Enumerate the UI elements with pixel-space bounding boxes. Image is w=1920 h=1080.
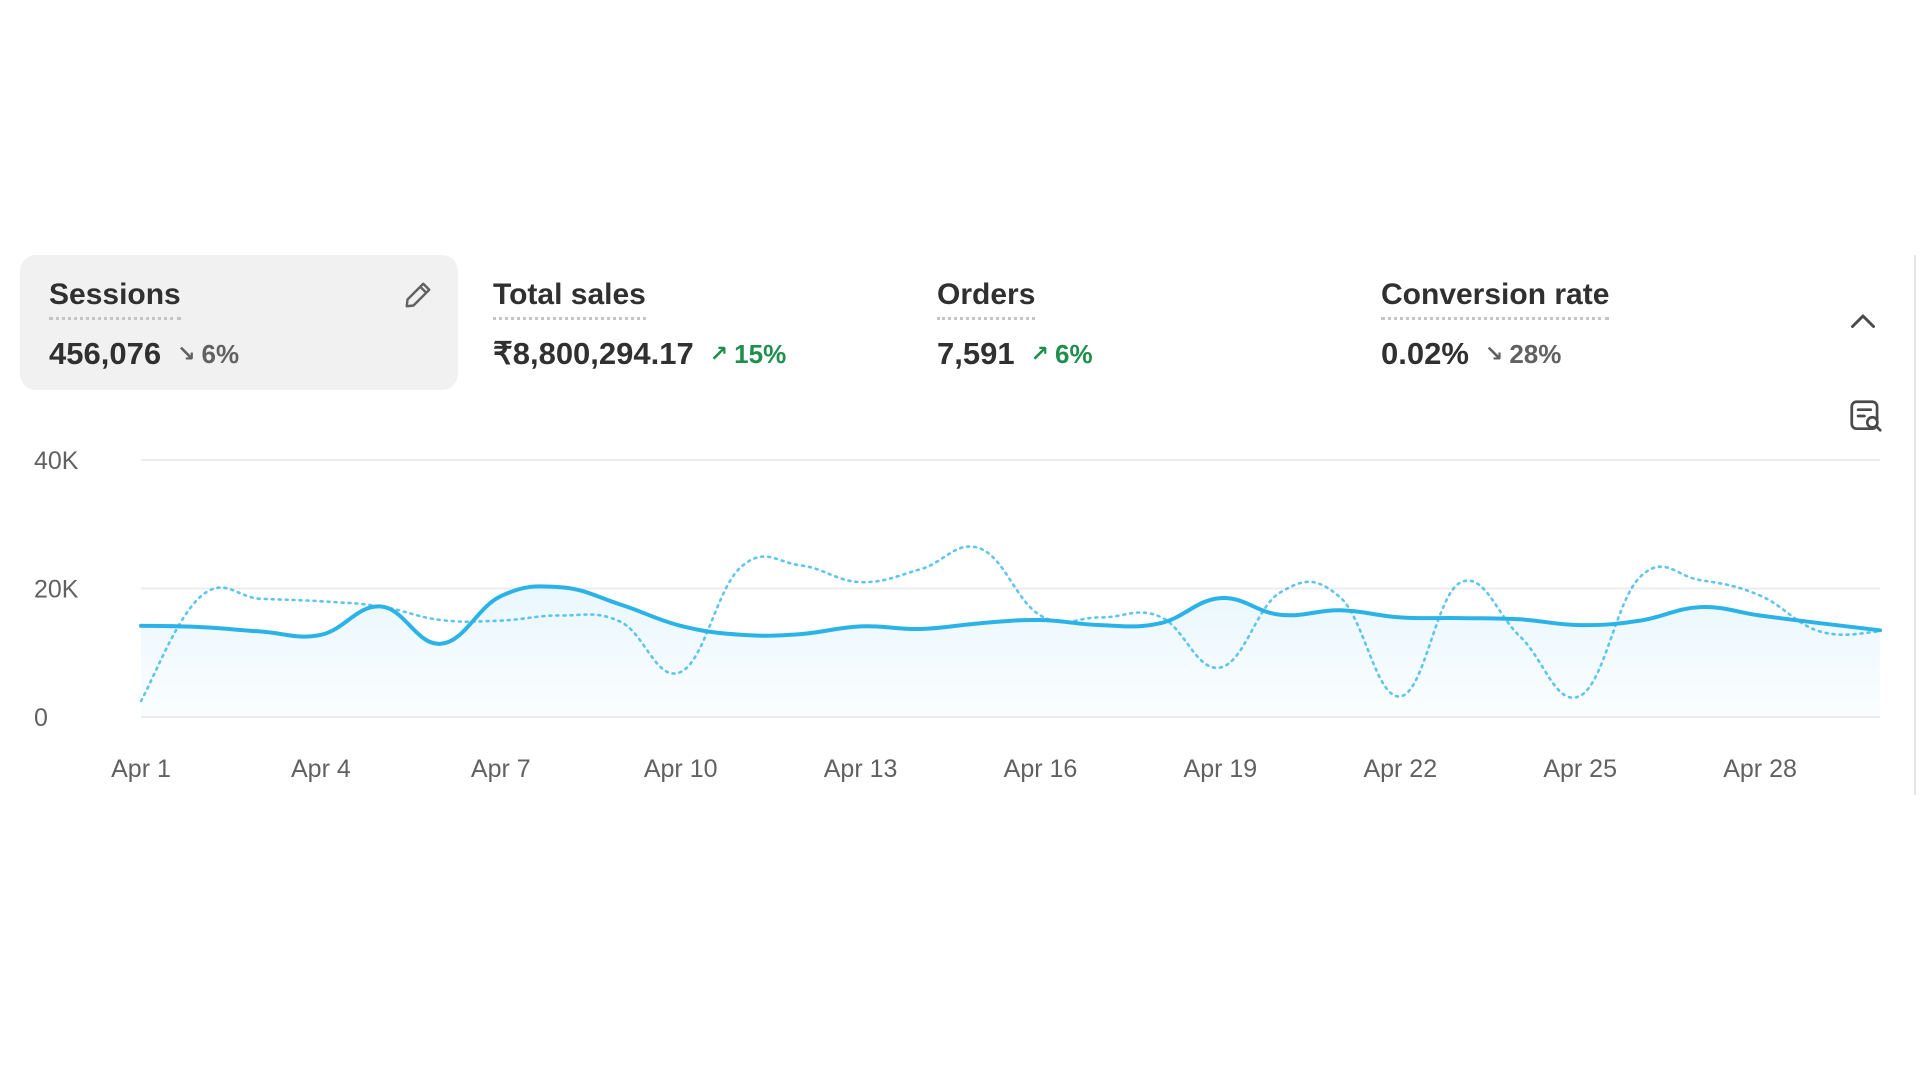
metric-change-value-orders: 6% (1055, 338, 1093, 369)
x-axis-ticks: Apr 1 Apr 4 Apr 7 Apr 10 Apr 13 Apr 16 Apr 19 A… (111, 755, 1797, 783)
metric-change-conversion-rate: ↘ 28% (1485, 339, 1561, 370)
metric-value-total-sales: ₹8,800,294.17 (493, 336, 694, 371)
x-tick-label: Apr 7 (471, 755, 531, 783)
pencil-icon[interactable] (400, 277, 436, 313)
metric-label-sessions[interactable]: Sessions (49, 277, 181, 320)
x-tick-label: Apr 22 (1363, 755, 1437, 783)
y-tick-label: 0 (34, 704, 48, 732)
x-tick-label: Apr 19 (1184, 755, 1258, 783)
x-tick-label: Apr 10 (644, 755, 718, 783)
x-tick-label: Apr 28 (1723, 755, 1797, 783)
metric-value-row-total-sales: ₹8,800,294.17 ↗ 15% (493, 336, 894, 372)
panel-edge-divider (1914, 255, 1916, 795)
metric-value-conversion-rate: 0.02% (1381, 336, 1469, 371)
y-tick-label: 40K (34, 447, 79, 475)
x-tick-label: Apr 16 (1004, 755, 1078, 783)
metric-card-conversion-rate[interactable]: Conversion rate 0.02% ↘ 28% (1352, 255, 1782, 390)
metric-change-value-conversion-rate: 28% (1509, 338, 1562, 369)
metric-card-total-sales[interactable]: Total sales ₹8,800,294.17 ↗ 15% (464, 255, 894, 390)
metric-value-row-orders: 7,591 ↗ 6% (937, 336, 1338, 372)
metric-change-value-sessions: 6% (201, 338, 240, 369)
metric-value-row-conversion-rate: 0.02% ↘ 28% (1381, 336, 1782, 372)
metric-change-sessions: ↘ 6% (177, 339, 239, 370)
metric-card-sessions[interactable]: Sessions 456,076 ↘ 6% (20, 255, 458, 390)
metric-card-orders[interactable]: Orders 7,591 ↗ 6% (908, 255, 1338, 390)
arrow-down-right-icon: ↘ (1484, 341, 1504, 367)
chevron-up-icon[interactable] (1845, 307, 1881, 337)
x-tick-label: Apr 1 (111, 755, 171, 783)
metric-change-total-sales: ↗ 15% (710, 339, 786, 370)
series-area-fill (141, 586, 1880, 717)
x-tick-label: Apr 4 (291, 755, 351, 783)
metric-label-conversion-rate[interactable]: Conversion rate (1381, 277, 1610, 320)
arrow-down-right-icon: ↘ (177, 341, 196, 367)
explore-report-icon[interactable] (1847, 397, 1885, 435)
arrow-up-right-icon: ↗ (709, 341, 729, 367)
metric-label-orders[interactable]: Orders (937, 277, 1036, 320)
y-tick-label: 20K (34, 576, 79, 604)
series-line-current (139, 584, 1882, 646)
arrow-up-right-icon: ↗ (1030, 341, 1050, 367)
metric-label-total-sales[interactable]: Total sales (493, 277, 646, 320)
metric-change-value-total-sales: 15% (734, 338, 787, 369)
x-tick-label: Apr 25 (1543, 755, 1617, 783)
metrics-row: Sessions 456,076 ↘ 6% Total sales ₹8,800… (20, 255, 1900, 390)
x-tick-label: Apr 13 (824, 755, 898, 783)
metric-value-sessions: 456,076 (49, 336, 162, 371)
metric-value-orders: 7,591 (937, 336, 1015, 371)
y-axis-ticks: 0 20K 40K (34, 447, 79, 732)
metric-change-orders: ↗ 6% (1031, 339, 1093, 370)
metric-value-row-sessions: 456,076 ↘ 6% (49, 336, 458, 372)
